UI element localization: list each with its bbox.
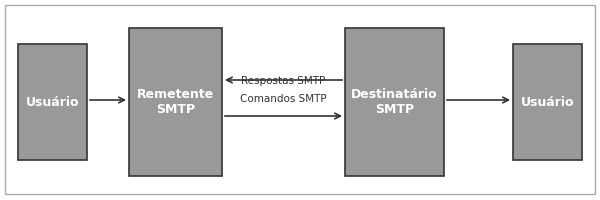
Text: Usuário: Usuário [521,96,574,108]
FancyBboxPatch shape [129,28,222,176]
FancyBboxPatch shape [18,44,87,160]
Text: Destinatário
SMTP: Destinatário SMTP [351,88,438,116]
FancyBboxPatch shape [513,44,582,160]
FancyBboxPatch shape [5,5,595,194]
Text: Usuário: Usuário [26,96,79,108]
Text: Comandos SMTP: Comandos SMTP [240,94,326,104]
Text: Respostas SMTP: Respostas SMTP [241,76,325,86]
FancyBboxPatch shape [345,28,444,176]
Text: Remetente
SMTP: Remetente SMTP [137,88,214,116]
